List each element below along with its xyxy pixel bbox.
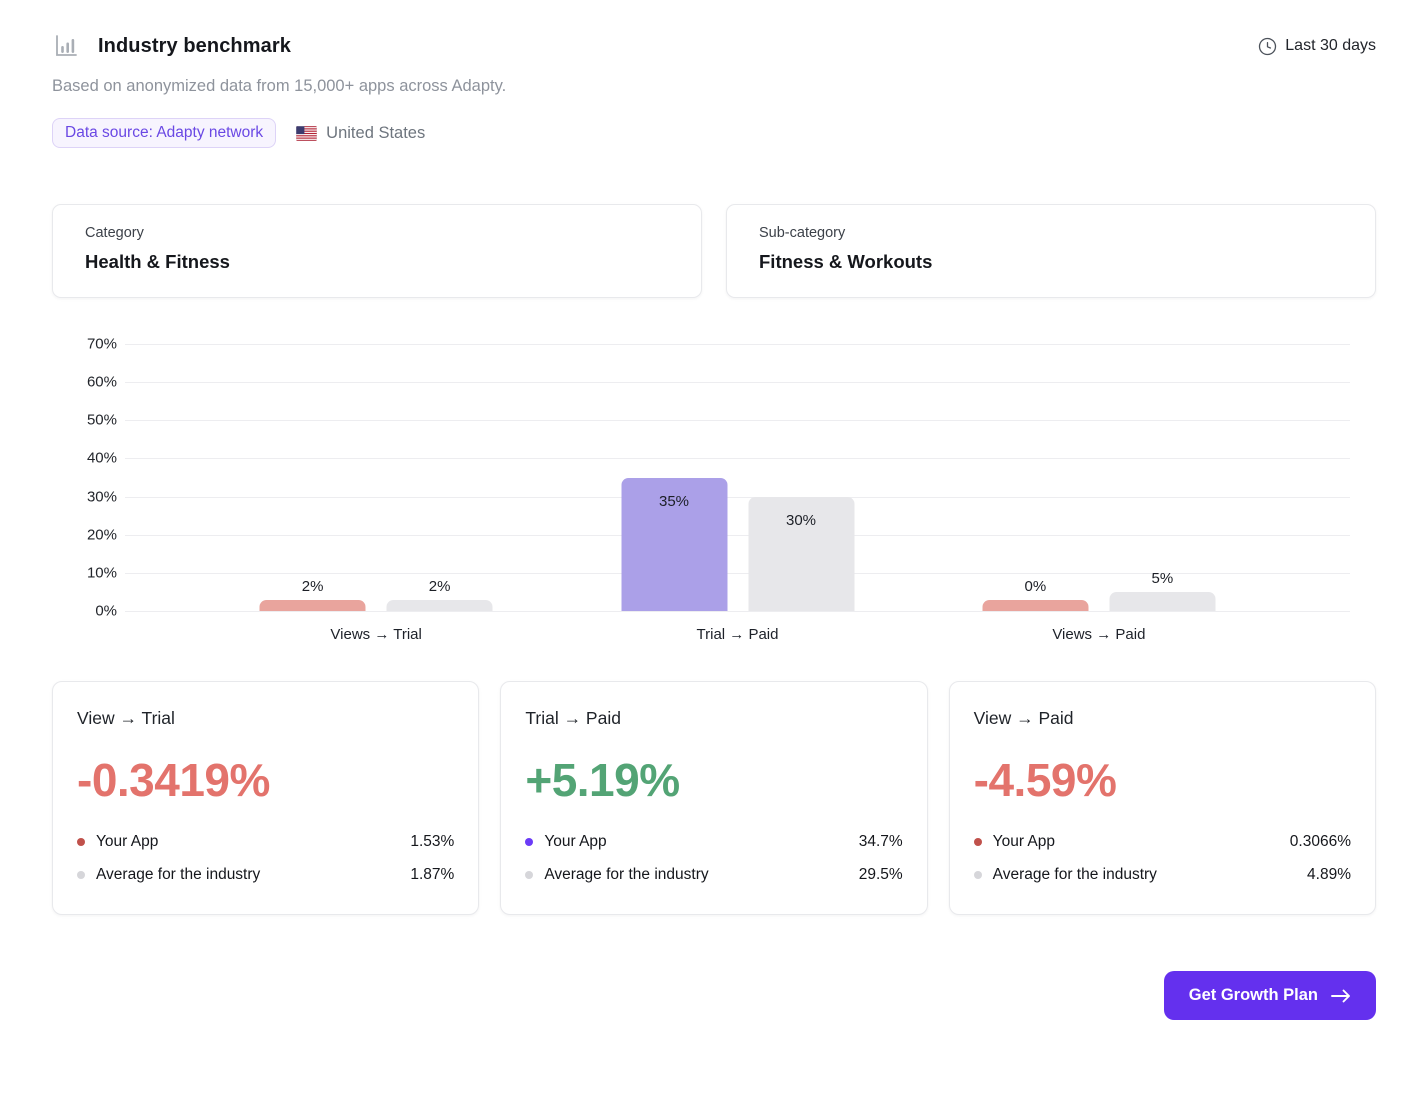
y-axis: 70% 60% 50% 40% 30% 20% 10% 0%: [52, 336, 125, 620]
legend-label: Average for the industry: [992, 866, 1157, 883]
filter-cards: Category Health & Fitness Sub-category F…: [52, 204, 1376, 298]
industry-benchmark-panel: Industry benchmark Last 30 days Based on…: [52, 32, 1376, 1020]
bar-value-label: 30%: [785, 511, 817, 529]
bar-value-label: 35%: [658, 492, 690, 510]
bar-value-label: 2%: [301, 578, 324, 595]
benchmark-bar-chart: 70% 60% 50% 40% 30% 20% 10% 0% 2% 2% 35% 30% 0% 5% V…: [52, 336, 1350, 645]
header: Industry benchmark Last 30 days: [52, 32, 1376, 60]
y-tick-label: 70%: [86, 335, 117, 353]
category-value: Health & Fitness: [85, 251, 230, 272]
legend-value: 1.87%: [410, 866, 455, 883]
bar-group: 35% 30%: [621, 477, 854, 611]
clock-icon: [1258, 37, 1277, 56]
category-label: Category: [85, 225, 144, 241]
time-range-label: Last 30 days: [1285, 37, 1376, 54]
y-tick-label: 30%: [86, 488, 117, 506]
bar-value-label: 5%: [1151, 569, 1174, 587]
legend-label: Your App: [96, 833, 159, 850]
industry-dot: [77, 871, 85, 879]
bar-industry-average: [1109, 591, 1216, 611]
stat-cards: View → Trial -0.3419% Your App 1.53% Ave…: [52, 681, 1376, 915]
stat-card-view-trial: View → Trial -0.3419% Your App 1.53% Ave…: [52, 681, 480, 915]
country-selector[interactable]: United States: [296, 124, 425, 143]
bar-your-app: [982, 600, 1089, 611]
cta-row: Get Growth Plan: [52, 971, 1376, 1020]
x-axis-label: Views → Paid: [1052, 626, 1146, 643]
legend-row-industry: Average for the industry 29.5%: [525, 866, 903, 884]
gridline: [125, 382, 1350, 384]
y-tick-label: 50%: [86, 411, 117, 429]
stat-title: Trial → Paid: [525, 708, 621, 728]
badge-row: Data source: Adapty network United State…: [52, 118, 1376, 148]
gridline: [125, 572, 1350, 574]
data-source-badge[interactable]: Data source: Adapty network: [52, 118, 277, 148]
legend-label: Your App: [544, 833, 607, 850]
bar-group: 2% 2%: [259, 578, 493, 611]
legend-value: 0.3066%: [1289, 833, 1351, 850]
stat-card-trial-paid: Trial → Paid +5.19% Your App 34.7% Avera…: [500, 681, 928, 915]
subcategory-label: Sub-category: [759, 225, 846, 241]
delta-value: +5.19%: [525, 754, 680, 806]
get-growth-plan-button[interactable]: Get Growth Plan: [1163, 971, 1376, 1020]
time-range-selector[interactable]: Last 30 days: [1258, 37, 1376, 56]
legend-label: Average for the industry: [544, 866, 709, 883]
legend-value: 29.5%: [858, 866, 903, 883]
bar-your-app: [259, 600, 366, 611]
delta-value: -0.3419%: [77, 754, 270, 806]
your-app-dot: [973, 838, 982, 846]
bar-value-label: 2%: [428, 578, 451, 595]
legend-label: Your App: [992, 833, 1056, 850]
legend-value: 1.53%: [410, 833, 455, 850]
y-tick-label: 0%: [95, 602, 117, 620]
gridline: [125, 458, 1350, 460]
gridline: [125, 534, 1350, 536]
delta-value: -4.59%: [973, 754, 1117, 806]
legend-label: Average for the industry: [96, 866, 261, 883]
header-title-group: Industry benchmark: [52, 32, 291, 60]
subcategory-select[interactable]: Sub-category Fitness & Workouts: [726, 204, 1376, 298]
legend-row-industry: Average for the industry 4.89%: [973, 866, 1351, 884]
y-tick-label: 20%: [86, 526, 117, 544]
bar-value-label: 0%: [1024, 578, 1047, 595]
bar-industry-average: [386, 600, 493, 611]
x-axis-label: Trial → Paid: [696, 626, 779, 643]
bar-your-app: 35%: [621, 477, 727, 611]
legend-row-your-app: Your App 34.7%: [525, 833, 903, 851]
subcategory-value: Fitness & Workouts: [759, 251, 933, 272]
industry-dot: [525, 871, 534, 879]
plot-area: 2% 2% 35% 30% 0% 5%: [125, 344, 1350, 612]
x-axis-labels: Views → Trial Trial → Paid Views → Paid: [125, 611, 1350, 645]
bar-chart-icon: [52, 32, 80, 60]
y-tick-label: 60%: [86, 373, 117, 391]
y-tick-label: 10%: [86, 564, 117, 582]
legend-row-your-app: Your App 1.53%: [77, 833, 454, 851]
us-flag-icon: [296, 125, 318, 141]
bar-group: 0% 5%: [982, 569, 1216, 611]
stat-title: View → Trial: [77, 708, 175, 728]
gridline: [125, 611, 1350, 612]
arrow-right-icon: [1331, 989, 1351, 1003]
your-app-dot: [77, 838, 85, 846]
gridline: [125, 420, 1350, 422]
x-axis-label: Views → Trial: [330, 626, 422, 643]
cta-label: Get Growth Plan: [1188, 986, 1318, 1004]
legend-row-industry: Average for the industry 1.87%: [77, 866, 454, 884]
subtitle: Based on anonymized data from 15,000+ ap…: [52, 77, 507, 95]
legend-value: 34.7%: [858, 833, 903, 850]
stat-title: View → Paid: [973, 708, 1074, 728]
industry-dot: [973, 871, 982, 879]
legend-row-your-app: Your App 0.3066%: [973, 833, 1351, 851]
bar-industry-average: 30%: [748, 496, 854, 611]
stat-card-view-paid: View → Paid -4.59% Your App 0.3066% Aver…: [948, 681, 1376, 915]
country-label: United States: [326, 123, 426, 142]
gridline: [125, 344, 1350, 345]
legend-value: 4.89%: [1307, 866, 1351, 883]
category-select[interactable]: Category Health & Fitness: [52, 204, 702, 298]
your-app-dot: [525, 838, 534, 846]
y-tick-label: 40%: [86, 449, 117, 467]
gridline: [125, 496, 1350, 498]
page-title: Industry benchmark: [98, 34, 291, 57]
